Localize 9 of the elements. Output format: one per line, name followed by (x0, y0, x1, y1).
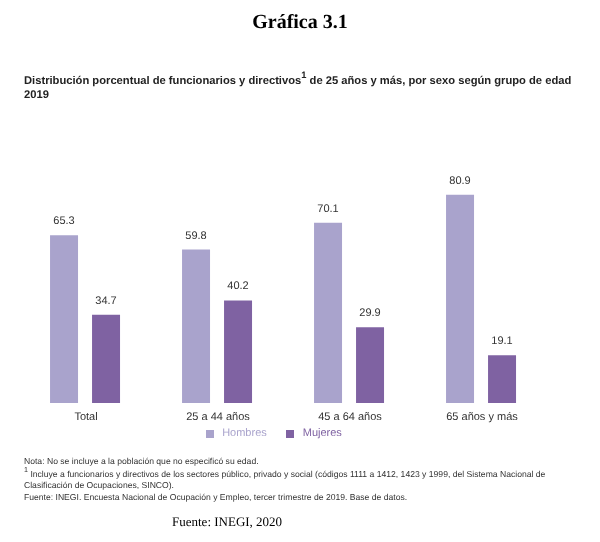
bar (486, 353, 519, 405)
bar (180, 247, 213, 405)
bar (444, 192, 477, 405)
bar (48, 233, 81, 405)
chart-title: Gráfica 3.1 (250, 12, 350, 34)
bar (222, 298, 255, 405)
bar (90, 312, 123, 405)
bar (312, 220, 345, 405)
bar (354, 325, 387, 405)
